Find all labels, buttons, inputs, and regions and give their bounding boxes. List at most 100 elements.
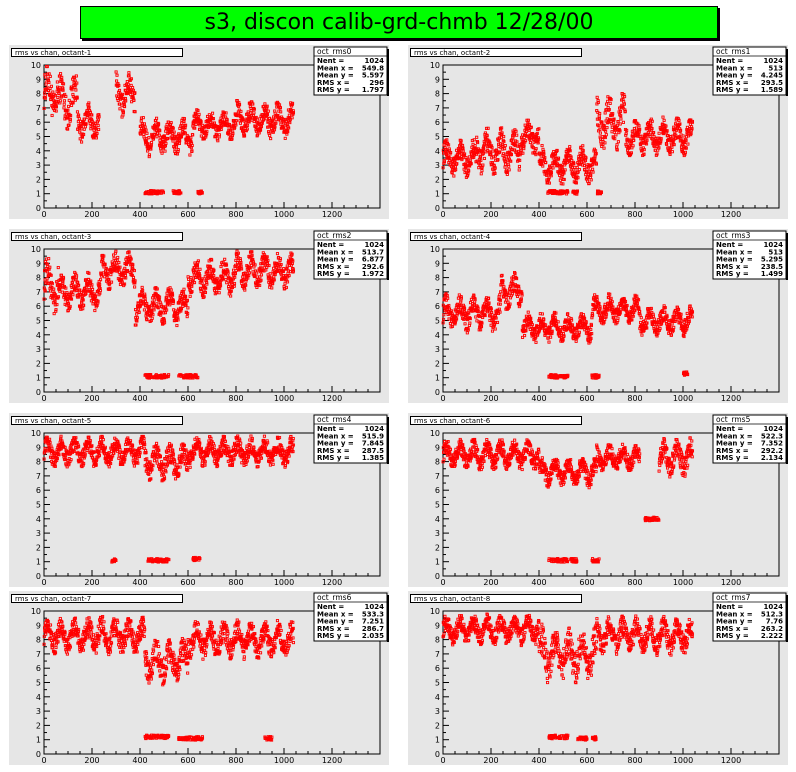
x-tick-label: 800 xyxy=(627,394,642,403)
data-point xyxy=(171,293,175,297)
stats-key: Nent = xyxy=(716,57,743,65)
data-point xyxy=(150,310,154,314)
data-point xyxy=(57,91,61,96)
y-tick-label: 6 xyxy=(435,302,440,311)
data-point xyxy=(636,298,641,302)
data-point xyxy=(259,273,264,277)
data-point xyxy=(285,280,290,284)
data-point xyxy=(618,122,622,126)
data-point xyxy=(199,120,203,124)
data-point xyxy=(581,144,585,148)
data-point xyxy=(593,293,597,297)
data-point xyxy=(673,130,677,134)
data-point xyxy=(648,135,652,139)
data-point xyxy=(49,84,53,88)
data-point xyxy=(490,310,494,315)
data-point xyxy=(547,181,551,185)
data-point xyxy=(125,80,129,84)
data-point xyxy=(587,326,591,330)
data-point xyxy=(581,313,586,317)
data-point xyxy=(493,327,497,331)
data-point xyxy=(82,132,86,137)
data-point xyxy=(102,254,106,258)
data-point xyxy=(221,260,225,264)
data-point xyxy=(101,257,105,261)
data-point xyxy=(669,333,673,337)
data-point xyxy=(116,255,120,260)
data-point xyxy=(163,149,167,153)
data-point xyxy=(445,138,449,142)
data-point xyxy=(561,331,565,336)
data-point xyxy=(99,274,104,278)
data-point xyxy=(248,116,252,120)
data-point xyxy=(64,94,68,98)
data-point xyxy=(70,290,74,294)
data-point xyxy=(450,324,455,328)
data-point xyxy=(185,298,189,302)
pad-octant-2: rms vs chan, octant-2 0 1 2 3 4 5 6 7 8 9 10 0 200 40… xyxy=(408,45,788,219)
data-point xyxy=(563,168,567,172)
data-point xyxy=(67,104,71,108)
data-point xyxy=(287,126,291,130)
data-point xyxy=(191,277,195,281)
pad-title: rms vs chan, octant-3 xyxy=(11,232,183,241)
data-point xyxy=(225,281,229,285)
data-point xyxy=(235,99,239,103)
data-point xyxy=(66,127,70,131)
data-point xyxy=(142,132,146,136)
data-point xyxy=(249,111,253,115)
data-point xyxy=(679,128,683,132)
data-point xyxy=(624,132,628,136)
stats-key: Mean y = xyxy=(716,72,753,80)
data-point xyxy=(477,314,481,319)
data-point xyxy=(151,313,155,317)
data-point xyxy=(61,276,66,280)
data-point xyxy=(682,371,686,375)
data-point xyxy=(227,287,231,291)
data-point xyxy=(467,323,471,327)
data-point xyxy=(155,287,159,291)
data-point xyxy=(82,117,87,121)
data-point xyxy=(485,310,489,314)
data-point xyxy=(515,133,519,137)
data-point xyxy=(598,127,602,131)
data-point xyxy=(196,376,200,380)
stats-name: oct_rms1 xyxy=(716,47,751,56)
data-point xyxy=(56,95,60,100)
data-point xyxy=(54,308,58,312)
data-point xyxy=(622,102,626,106)
data-point xyxy=(644,142,649,146)
data-point xyxy=(558,325,562,329)
data-point xyxy=(96,118,100,122)
stats-key: RMS x = xyxy=(317,263,350,271)
data-point xyxy=(498,298,503,302)
data-point xyxy=(98,288,102,293)
data-point xyxy=(259,124,264,128)
data-point xyxy=(589,173,593,177)
data-point xyxy=(656,331,660,335)
data-point xyxy=(249,108,253,113)
data-point xyxy=(468,158,472,162)
data-point xyxy=(181,304,185,308)
data-point xyxy=(570,159,574,163)
x-tick-label: 1000 xyxy=(673,210,693,219)
data-point xyxy=(621,120,625,124)
data-point xyxy=(230,137,234,141)
data-point xyxy=(198,274,202,278)
data-point xyxy=(217,133,221,137)
data-point xyxy=(118,107,122,111)
x-tick-label: 1200 xyxy=(322,394,342,403)
data-point xyxy=(209,257,213,261)
data-point xyxy=(97,115,101,119)
data-point xyxy=(672,143,676,147)
data-point xyxy=(139,119,143,123)
data-point xyxy=(564,375,568,379)
data-point xyxy=(85,115,89,119)
stats-value: 293.5 xyxy=(761,79,783,87)
data-point xyxy=(120,92,125,96)
data-point xyxy=(264,268,268,272)
data-point xyxy=(64,286,68,290)
stats-key: Nent = xyxy=(317,241,344,249)
data-point xyxy=(123,105,127,109)
